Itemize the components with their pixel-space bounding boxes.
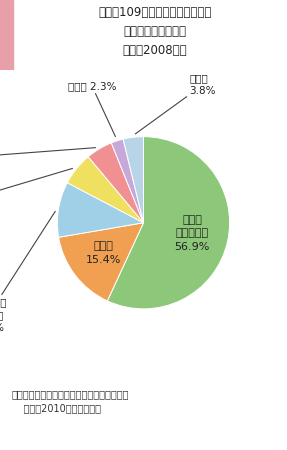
Text: 道路上での
自動車との
衝突 5.0%: 道路上での 自動車との 衝突 5.0% xyxy=(0,140,96,175)
Text: ひかれ 2.3%: ひかれ 2.3% xyxy=(68,81,116,137)
Text: 図３－109　農業機械作業にかか
る死亡事故の原因別
割合（2008年）: 図３－109 農業機械作業にかか る死亡事故の原因別 割合（2008年） xyxy=(98,6,212,57)
Text: 資料：農林水産省「農作業事故調査結果報告
    書」（2010年４月公表）: 資料：農林水産省「農作業事故調査結果報告 書」（2010年４月公表） xyxy=(11,389,129,413)
Wedge shape xyxy=(88,143,144,223)
Wedge shape xyxy=(123,137,144,223)
Text: 挟まれ
15.4%: 挟まれ 15.4% xyxy=(86,242,121,265)
FancyBboxPatch shape xyxy=(0,0,13,70)
Text: その他
3.8%: その他 3.8% xyxy=(135,74,216,134)
Wedge shape xyxy=(57,183,144,237)
Text: 回転部等への
巻き込まれ
10.4%: 回転部等への 巻き込まれ 10.4% xyxy=(0,212,55,333)
Wedge shape xyxy=(67,157,144,223)
Wedge shape xyxy=(59,223,144,301)
Wedge shape xyxy=(107,137,230,309)
Text: 機械の
転落・転倒
56.9%: 機械の 転落・転倒 56.9% xyxy=(174,215,210,252)
Wedge shape xyxy=(111,139,144,223)
Text: 機械からの
転落 6.2%: 機械からの 転落 6.2% xyxy=(0,168,73,211)
